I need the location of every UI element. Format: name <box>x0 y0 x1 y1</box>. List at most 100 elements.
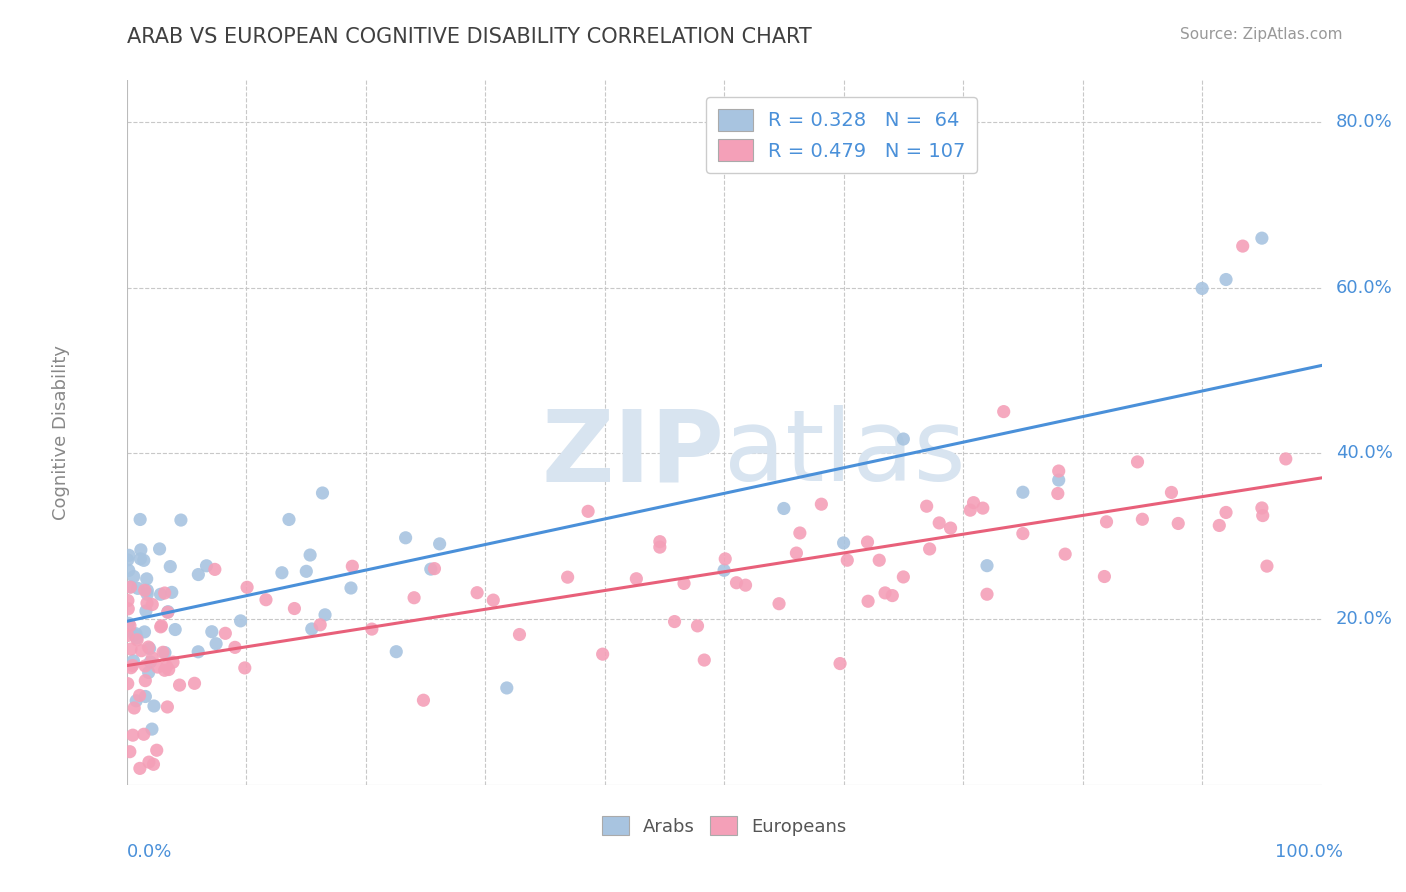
Point <box>129 542 152 557</box>
Point <box>278 512 301 526</box>
Point <box>117 553 139 567</box>
Point <box>122 701 145 715</box>
Text: 100.0%: 100.0% <box>1275 843 1343 861</box>
Point <box>891 432 914 446</box>
Point <box>124 628 146 642</box>
Point <box>233 661 256 675</box>
Point <box>508 627 530 641</box>
Point <box>118 564 141 578</box>
Point <box>868 553 890 567</box>
Point <box>1191 281 1213 295</box>
Point <box>150 619 173 633</box>
Point <box>856 535 879 549</box>
Point <box>254 592 277 607</box>
Point <box>122 569 145 583</box>
Point <box>773 501 796 516</box>
Point <box>299 548 322 562</box>
Point <box>125 626 148 640</box>
Point <box>139 655 162 669</box>
Point <box>121 728 143 742</box>
Point <box>136 596 159 610</box>
Legend: Arabs, Europeans: Arabs, Europeans <box>595 809 853 843</box>
Point <box>734 578 756 592</box>
Text: 20.0%: 20.0% <box>1336 610 1393 628</box>
Point <box>789 526 811 541</box>
Point <box>856 594 879 608</box>
Point <box>962 496 984 510</box>
Point <box>129 512 152 526</box>
Point <box>423 561 446 575</box>
Point <box>1126 455 1149 469</box>
Point <box>162 655 184 669</box>
Text: 40.0%: 40.0% <box>1336 444 1393 462</box>
Point <box>271 566 294 580</box>
Point <box>301 622 323 636</box>
Point <box>136 587 159 601</box>
Point <box>1046 486 1069 500</box>
Point <box>117 628 139 642</box>
Text: 80.0%: 80.0% <box>1336 112 1393 131</box>
Point <box>229 614 252 628</box>
Point <box>891 570 914 584</box>
Point <box>153 646 176 660</box>
Point <box>664 615 686 629</box>
Point <box>832 536 855 550</box>
Point <box>134 583 156 598</box>
Point <box>959 503 981 517</box>
Point <box>1274 451 1296 466</box>
Point <box>419 562 441 576</box>
Point <box>309 617 332 632</box>
Point <box>340 581 363 595</box>
Text: Cognitive Disability: Cognitive Disability <box>52 345 70 520</box>
Point <box>141 598 163 612</box>
Text: 0.0%: 0.0% <box>127 843 172 861</box>
Point <box>118 549 141 563</box>
Point <box>136 583 159 598</box>
Point <box>1250 231 1272 245</box>
Point <box>495 681 517 695</box>
Point <box>1232 239 1254 253</box>
Point <box>785 546 807 560</box>
Point <box>429 537 451 551</box>
Point <box>882 589 904 603</box>
Point <box>122 654 145 668</box>
Point <box>142 757 165 772</box>
Point <box>128 761 150 775</box>
Point <box>873 586 896 600</box>
Point <box>125 631 148 645</box>
Point <box>557 570 579 584</box>
Point <box>214 626 236 640</box>
Point <box>120 642 142 657</box>
Point <box>159 559 181 574</box>
Point <box>482 593 505 607</box>
Point <box>134 624 156 639</box>
Text: Source: ZipAtlas.com: Source: ZipAtlas.com <box>1180 27 1343 42</box>
Point <box>837 553 859 567</box>
Point <box>141 722 163 736</box>
Point <box>127 632 149 647</box>
Point <box>143 698 166 713</box>
Point <box>465 585 488 599</box>
Point <box>648 534 671 549</box>
Point <box>976 587 998 601</box>
Point <box>394 531 416 545</box>
Point <box>138 755 160 769</box>
Text: ARAB VS EUROPEAN COGNITIVE DISABILITY CORRELATION CHART: ARAB VS EUROPEAN COGNITIVE DISABILITY CO… <box>127 27 811 46</box>
Point <box>153 663 176 677</box>
Point <box>1047 473 1070 487</box>
Point <box>134 673 156 688</box>
Point <box>1011 526 1033 541</box>
Point <box>129 551 152 566</box>
Point <box>149 620 172 634</box>
Point <box>626 572 648 586</box>
Point <box>153 586 176 600</box>
Point <box>155 659 177 673</box>
Point <box>156 700 179 714</box>
Point <box>118 618 141 632</box>
Point <box>412 693 434 707</box>
Point <box>283 601 305 615</box>
Point <box>135 604 157 618</box>
Point <box>117 616 139 631</box>
Point <box>205 637 228 651</box>
Point <box>125 694 148 708</box>
